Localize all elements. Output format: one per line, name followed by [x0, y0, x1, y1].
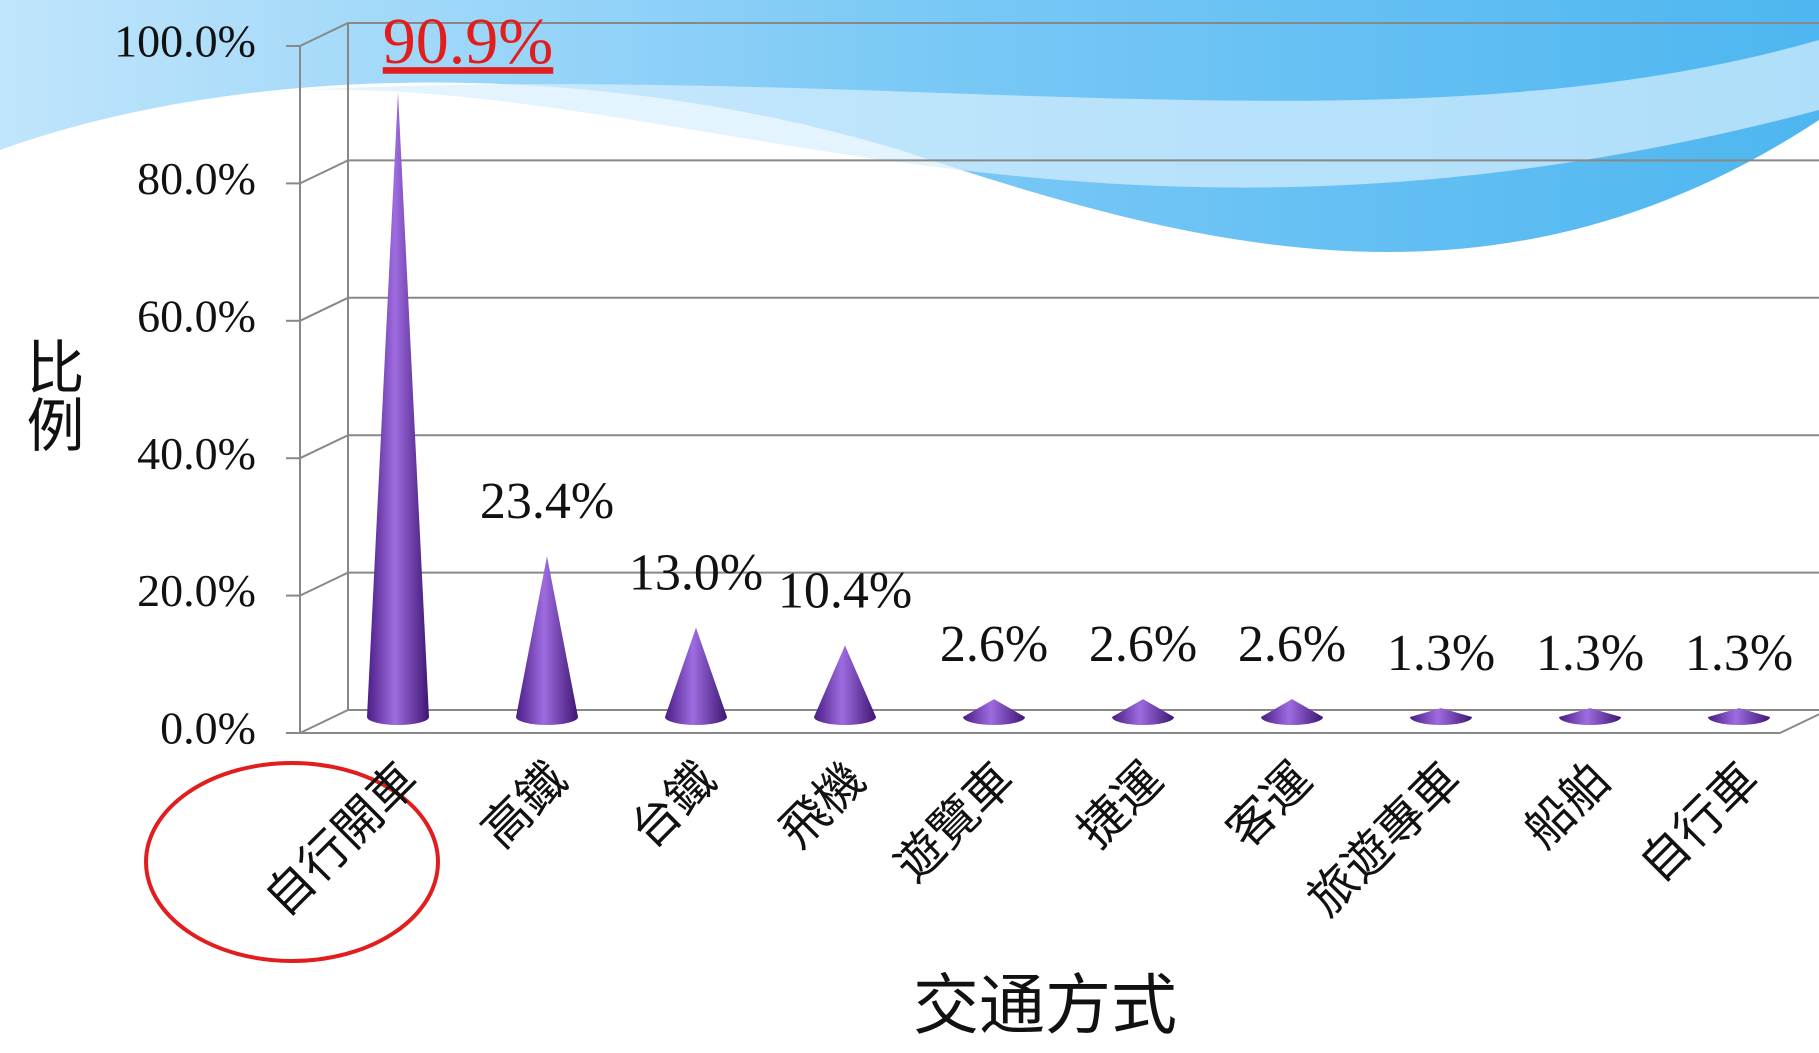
y-tick-label: 60.0%	[137, 290, 256, 341]
grid-line	[300, 573, 1819, 596]
y-tick-label: 40.0%	[137, 428, 256, 479]
x-tick-label: 遊覽車	[885, 753, 1024, 892]
value-label: 13.0%	[629, 545, 763, 602]
floor-edge	[1780, 710, 1819, 733]
cone	[367, 93, 429, 725]
x-tick-label: 高鐵	[472, 753, 577, 858]
x-tick-label: 船舶	[1515, 753, 1620, 858]
chart: 比例 交通方式 0.0% 20.0% 40.0% 60.0% 80.0% 100.0% 自行…	[0, 0, 1819, 1053]
value-label: 1.3%	[1387, 625, 1495, 682]
x-tick-label: 客運	[1217, 753, 1322, 858]
cone	[1112, 699, 1174, 725]
value-label: 23.4%	[480, 473, 614, 530]
x-tick-label: 飛機	[770, 753, 875, 858]
x-tick-label: 旅遊專車	[1298, 753, 1471, 926]
value-label: 1.3%	[1536, 625, 1644, 682]
cone	[963, 699, 1025, 725]
x-axis-title: 交通方式	[913, 970, 1177, 1043]
x-tick-label: 自行開車	[255, 753, 428, 926]
x-tick-label: 捷運	[1068, 753, 1173, 858]
y-tick-label: 80.0%	[137, 153, 256, 204]
value-label: 90.9%	[383, 5, 553, 78]
cone	[814, 646, 876, 725]
cone	[665, 628, 727, 725]
grid-line	[300, 298, 1819, 321]
y-tick-label: 0.0%	[160, 703, 256, 754]
value-label: 2.6%	[1089, 616, 1197, 673]
x-tick-label: 自行車	[1630, 753, 1769, 892]
value-label: 2.6%	[940, 616, 1048, 673]
y-tick-label: 20.0%	[137, 565, 256, 616]
value-label: 2.6%	[1238, 616, 1346, 673]
y-axis-title: 比例	[18, 337, 84, 453]
value-label: 1.3%	[1685, 625, 1793, 682]
x-tick-label: 台鐵	[621, 753, 726, 858]
cone	[1261, 699, 1323, 725]
y-tick-label: 100.0%	[114, 16, 256, 67]
cone	[516, 556, 578, 725]
value-label: 10.4%	[778, 562, 912, 619]
grid-line	[300, 435, 1819, 458]
